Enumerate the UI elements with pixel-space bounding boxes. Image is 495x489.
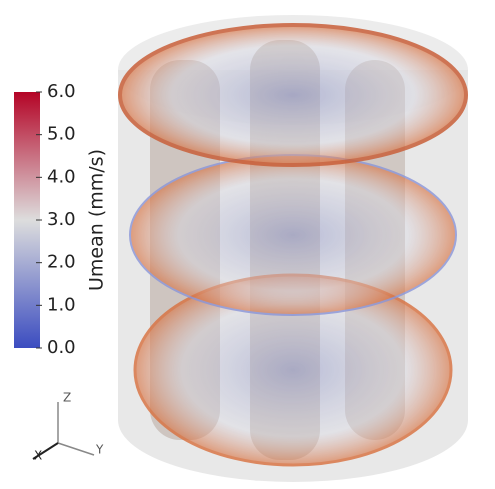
axis-label-z: Z: [63, 391, 71, 405]
axis-label-y: Y: [95, 443, 104, 457]
colorbar-tick-label: 5.0: [47, 124, 76, 145]
colorbar-tick-label: 0.0: [47, 337, 76, 358]
colorbar-tick-label: 2.0: [47, 252, 76, 273]
render-view: Umean (mm/s) Z Y X 6.0 5.0 4.0 3.0 2.0 1.0 0.0: [0, 0, 495, 485]
axis-label-x: X: [34, 449, 42, 463]
cylinder-render: [118, 15, 468, 482]
colorbar-tick-label: 3.0: [47, 209, 76, 230]
colorbar-title: Umean (mm/s): [86, 149, 108, 291]
colorbar-tick-label: 4.0: [47, 166, 76, 187]
colorbar-tick-label: 1.0: [47, 294, 76, 315]
colorbar-tick-label: 6.0: [47, 81, 76, 102]
